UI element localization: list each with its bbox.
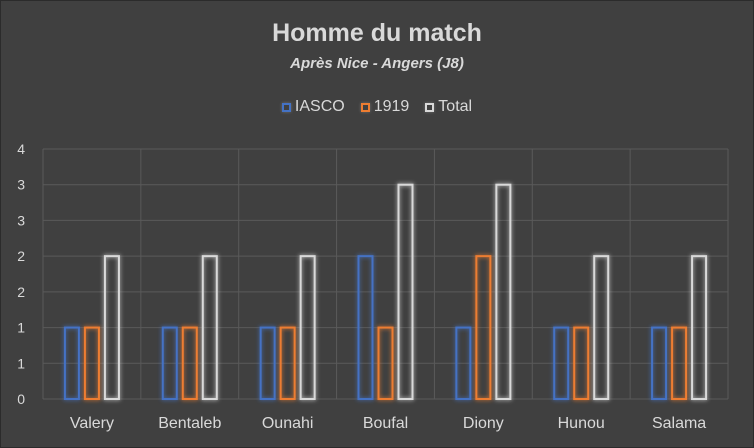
legend-swatch-1919 — [360, 102, 370, 112]
x-axis-category-labels: Valery Bentaleb Ounahi Boufal Diony Hunou Sala… — [70, 415, 706, 432]
bar-total-ounahi — [299, 255, 316, 400]
x-category-label: Diony — [463, 415, 504, 432]
chart-title: Homme du match — [272, 19, 482, 47]
legend-swatch-total — [425, 102, 435, 112]
x-category-label: Valery — [70, 415, 114, 432]
bar-iasco-valery — [63, 326, 80, 401]
legend-item-total: Total — [425, 98, 472, 116]
legend-item-1919: 1919 — [360, 98, 410, 116]
bar-total-diony — [495, 183, 512, 400]
legend-label-total: Total — [438, 98, 473, 115]
x-category-label: Bentaleb — [158, 415, 221, 432]
x-category-label: Ounahi — [262, 415, 314, 432]
bar-1919-salama — [671, 326, 688, 401]
bar-1919-diony — [475, 255, 492, 400]
bar-iasco-diony — [455, 326, 472, 401]
chart-subtitle: Après Nice - Angers (J8) — [290, 55, 464, 72]
y-tick-label: 2 — [17, 284, 25, 300]
bar-iasco-ounahi — [259, 326, 276, 401]
bar-total-bentaleb — [201, 255, 218, 400]
bar-1919-hunou — [573, 326, 590, 401]
bar-1919-bentaleb — [181, 326, 198, 401]
bar-1919-boufal — [377, 326, 394, 401]
bar-total-hunou — [593, 255, 610, 400]
legend-label-iasco: IASCO — [294, 98, 345, 115]
bar-iasco-hunou — [553, 326, 570, 401]
bar-total-boufal — [397, 183, 414, 400]
x-category-label: Salama — [652, 415, 706, 432]
gridlines — [42, 148, 729, 400]
legend-item-iasco: IASCO — [281, 98, 345, 116]
bar-total-valery — [103, 255, 120, 400]
y-tick-label: 2 — [17, 248, 25, 264]
legend-swatch-iasco — [281, 102, 291, 112]
bar-1919-valery — [83, 326, 100, 401]
bar-iasco-salama — [651, 326, 668, 401]
y-tick-label: 1 — [17, 355, 25, 371]
bar-total-salama — [691, 255, 708, 400]
x-category-label: Boufal — [363, 415, 408, 432]
x-category-label: Hunou — [558, 415, 605, 432]
y-tick-label: 3 — [17, 177, 25, 193]
y-axis-tick-labels: 0 1 1 2 2 3 3 4 — [17, 141, 25, 407]
y-tick-label: 0 — [17, 391, 25, 407]
bars — [63, 183, 708, 401]
bar-iasco-bentaleb — [161, 326, 178, 401]
bar-iasco-boufal — [357, 255, 374, 400]
bar-1919-ounahi — [279, 326, 296, 401]
legend-label-1919: 1919 — [373, 98, 410, 115]
y-tick-label: 3 — [17, 212, 25, 228]
y-tick-label: 1 — [17, 320, 25, 336]
chart-legend: IASCO 1919 Total — [1, 98, 753, 116]
y-tick-label: 4 — [17, 141, 25, 157]
